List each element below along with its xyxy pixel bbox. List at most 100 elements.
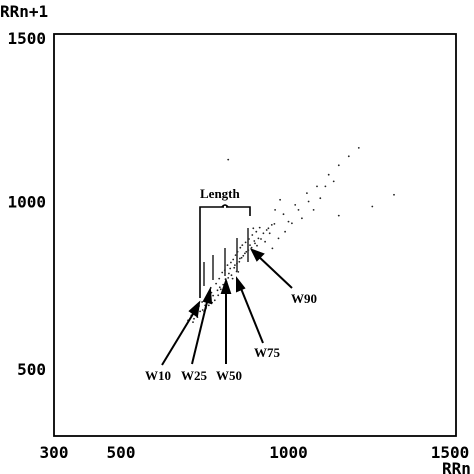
w50-arrowhead bbox=[220, 277, 232, 294]
data-point bbox=[279, 198, 281, 201]
data-point bbox=[316, 185, 318, 188]
data-point bbox=[324, 185, 327, 188]
data-point bbox=[237, 271, 240, 273]
data-point bbox=[268, 232, 271, 235]
data-point bbox=[284, 230, 286, 233]
data-point bbox=[371, 205, 374, 208]
data-point bbox=[216, 289, 219, 292]
data-point bbox=[192, 321, 194, 323]
data-point bbox=[233, 266, 236, 269]
data-point bbox=[332, 180, 335, 183]
data-point bbox=[249, 244, 251, 247]
data-point bbox=[221, 271, 224, 274]
data-point bbox=[256, 244, 258, 247]
data-point bbox=[244, 241, 247, 244]
y-axis-label: RRn+1 bbox=[0, 2, 48, 21]
data-point bbox=[239, 246, 242, 249]
w10-arrow-line bbox=[161, 308, 197, 366]
length-bracket bbox=[199, 204, 251, 298]
data-point bbox=[393, 193, 395, 196]
data-point bbox=[219, 288, 222, 291]
data-point bbox=[357, 147, 360, 149]
data-point bbox=[251, 234, 254, 236]
x-tick-labels: 300 500 1000 1500 bbox=[40, 443, 470, 462]
w10-label: W10 bbox=[145, 368, 171, 383]
scatter-points bbox=[187, 147, 395, 323]
data-point bbox=[337, 214, 340, 217]
y-tick-labels: 500 1000 1500 bbox=[7, 29, 46, 379]
data-point bbox=[264, 240, 266, 243]
length-label: Length bbox=[200, 186, 241, 201]
data-point bbox=[265, 229, 268, 231]
data-point bbox=[207, 304, 210, 307]
x-tick-label: 300 bbox=[40, 443, 69, 462]
data-point bbox=[215, 282, 218, 285]
data-point bbox=[253, 240, 256, 242]
plot-frame bbox=[53, 33, 457, 437]
data-point bbox=[239, 257, 241, 260]
data-point bbox=[218, 286, 221, 289]
data-point bbox=[260, 238, 262, 240]
data-point bbox=[241, 244, 244, 247]
x-axis-label: RRn bbox=[442, 459, 471, 474]
w90-label: W90 bbox=[291, 291, 317, 306]
annotation-arrows bbox=[161, 248, 293, 366]
data-point bbox=[228, 272, 230, 275]
data-point bbox=[257, 237, 260, 240]
data-point bbox=[234, 254, 237, 256]
w25-arrow-line bbox=[191, 297, 209, 365]
data-point bbox=[227, 277, 230, 279]
data-point bbox=[238, 260, 241, 263]
data-point bbox=[282, 213, 285, 216]
data-point bbox=[291, 222, 293, 225]
w90-arrowhead bbox=[249, 248, 265, 262]
data-point bbox=[232, 258, 235, 261]
data-point bbox=[267, 227, 270, 230]
data-point bbox=[231, 277, 234, 280]
data-point bbox=[217, 294, 220, 297]
data-point bbox=[227, 158, 230, 161]
data-point bbox=[252, 227, 255, 230]
data-point bbox=[255, 230, 258, 233]
data-point bbox=[240, 256, 243, 259]
data-point bbox=[234, 264, 236, 266]
data-point bbox=[271, 247, 274, 250]
data-point bbox=[262, 232, 265, 235]
data-point bbox=[201, 301, 204, 303]
x-tick-label: 1500 bbox=[431, 443, 470, 462]
data-point bbox=[274, 209, 276, 211]
data-point bbox=[337, 164, 340, 167]
data-point bbox=[235, 270, 238, 273]
data-point bbox=[312, 209, 315, 211]
data-point bbox=[297, 209, 300, 211]
data-point bbox=[230, 261, 232, 264]
data-point bbox=[347, 155, 350, 158]
data-point bbox=[193, 317, 195, 320]
data-point bbox=[294, 204, 297, 206]
data-point bbox=[229, 267, 232, 270]
y-tick-label: 500 bbox=[17, 360, 46, 379]
w75-arrow-line bbox=[239, 285, 264, 344]
w75-label: W75 bbox=[254, 345, 281, 360]
data-point bbox=[306, 192, 308, 195]
w10-arrowhead bbox=[188, 300, 201, 318]
data-point bbox=[218, 277, 221, 280]
data-point bbox=[199, 310, 202, 313]
data-point bbox=[230, 274, 233, 277]
data-point bbox=[287, 220, 290, 223]
data-point bbox=[244, 252, 246, 255]
w90-arrow-line bbox=[256, 254, 293, 289]
data-point bbox=[327, 173, 330, 176]
data-point bbox=[245, 250, 248, 253]
data-point bbox=[307, 200, 310, 203]
w25-label: W25 bbox=[181, 368, 208, 383]
data-point bbox=[226, 264, 229, 266]
data-point bbox=[277, 237, 280, 240]
data-point bbox=[212, 294, 215, 297]
data-point bbox=[258, 226, 261, 229]
y-tick-label: 1000 bbox=[7, 193, 46, 212]
data-point bbox=[270, 224, 273, 226]
data-point bbox=[301, 217, 303, 220]
